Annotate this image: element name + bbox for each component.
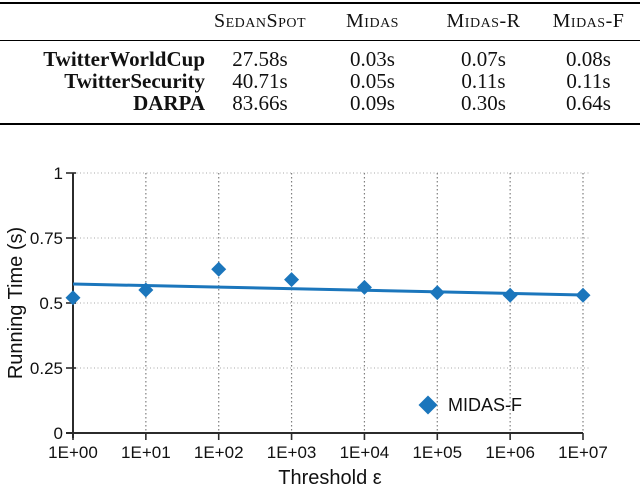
- table-cell: 40.71s: [232, 69, 288, 93]
- data-series: [65, 261, 591, 306]
- table-cell: 0.03s: [350, 47, 395, 71]
- trend-line: [72, 282, 584, 297]
- row-label: DARPA: [133, 91, 205, 115]
- tick-labels: 0 0.25 0.5 0.75 1 1E+00 1E+01 1E+02 1E+03 1E+04 1E…: [30, 164, 608, 462]
- table-cell: 0.07s: [461, 47, 506, 71]
- table-cell: 27.58s: [232, 47, 288, 71]
- table-body: TwitterWorldCup 27.58s 0.03s 0.07s 0.08s…: [0, 41, 640, 123]
- table-top-rule: [0, 2, 640, 4]
- data-point-marker: [284, 272, 300, 288]
- table-cell: 0.30s: [461, 91, 506, 115]
- x-tick-label: 1E+04: [340, 443, 390, 462]
- results-table: SedanSpot Midas Midas-R Midas-F TwitterW…: [0, 2, 640, 125]
- table-row: TwitterWorldCup 27.58s 0.03s 0.07s 0.08s: [0, 48, 640, 70]
- y-tick-label: 1: [54, 164, 63, 183]
- runtime-chart-svg: 0 0.25 0.5 0.75 1 1E+00 1E+01 1E+02 1E+03 1E+04 1E…: [5, 164, 608, 489]
- header-midas: Midas: [346, 10, 399, 32]
- y-tick-label: 0.75: [30, 229, 63, 248]
- table-cell: 83.66s: [232, 91, 288, 115]
- x-tick-label: 1E+03: [267, 443, 317, 462]
- legend-label: MIDAS-F: [448, 395, 522, 415]
- header-midas-r: Midas-R: [446, 10, 521, 32]
- x-tick-label: 1E+06: [485, 443, 535, 462]
- legend-diamond-icon: [418, 395, 438, 415]
- header-sedanspot: SedanSpot: [213, 10, 307, 32]
- y-tick-label: 0.25: [30, 359, 63, 378]
- table-cell: 0.08s: [566, 47, 611, 71]
- data-point-marker: [429, 285, 445, 301]
- data-point-marker: [575, 287, 591, 303]
- table-header-row: SedanSpot Midas Midas-R Midas-F: [0, 4, 640, 40]
- y-tick-label: 0: [54, 424, 63, 443]
- y-axis-title: Running Time (s): [5, 227, 27, 379]
- gridlines: [73, 172, 590, 433]
- data-point-marker: [502, 287, 518, 303]
- header-empty-cell: [0, 9, 205, 33]
- row-label: TwitterWorldCup: [43, 47, 205, 71]
- x-tick-label: 1E+00: [48, 443, 98, 462]
- x-tick-label: 1E+05: [412, 443, 462, 462]
- x-axis-title: Threshold ε: [278, 467, 381, 488]
- table-cell: 0.11s: [566, 69, 611, 93]
- x-tick-label: 1E+01: [121, 443, 171, 462]
- header-midas-f: Midas-F: [552, 10, 625, 32]
- row-label: TwitterSecurity: [64, 69, 205, 93]
- data-point-marker: [138, 282, 154, 298]
- table-row: DARPA 83.66s 0.09s 0.30s 0.64s: [0, 92, 640, 114]
- table-cell: 0.09s: [350, 91, 395, 115]
- axes: [66, 172, 584, 440]
- table-row: TwitterSecurity 40.71s 0.05s 0.11s 0.11s: [0, 70, 640, 92]
- table-cell: 0.05s: [350, 69, 395, 93]
- runtime-chart: 0 0.25 0.5 0.75 1 1E+00 1E+01 1E+02 1E+03 1E+04 1E…: [0, 158, 640, 489]
- data-point-marker: [356, 279, 372, 295]
- table-mid-rule: [0, 40, 640, 41]
- y-tick-label: 0.5: [39, 294, 63, 313]
- x-tick-label: 1E+02: [194, 443, 244, 462]
- table-bottom-rule: [0, 123, 640, 125]
- table-cell: 0.64s: [566, 91, 611, 115]
- table-cell: 0.11s: [461, 69, 506, 93]
- x-tick-label: 1E+07: [558, 443, 608, 462]
- data-point-marker: [211, 261, 227, 277]
- data-point-marker: [65, 290, 81, 306]
- legend: MIDAS-F: [418, 395, 522, 415]
